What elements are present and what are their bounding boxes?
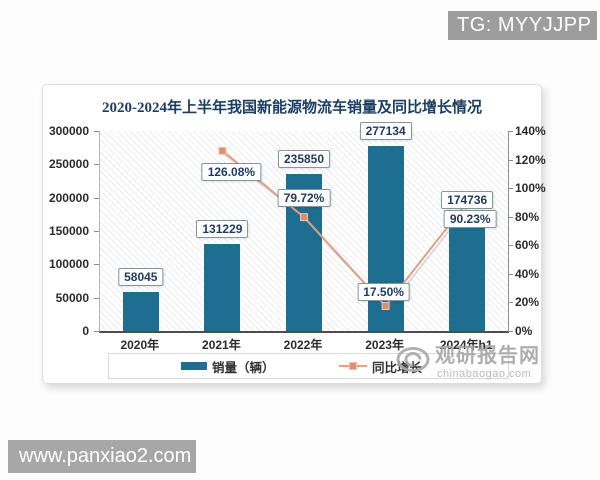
- y-axis-right-tickmark: [508, 216, 513, 218]
- y-axis-right-tickmark: [508, 302, 513, 304]
- y-axis-right-tick-label: 100%: [515, 181, 546, 196]
- y-axis-right-tick-label: 80%: [515, 209, 540, 224]
- bar-value-label: 235850: [277, 149, 331, 168]
- y-axis-right-tickmark: [508, 188, 513, 190]
- y-axis-right-tick-label: 120%: [515, 152, 546, 167]
- y-axis-right-tick-label: 40%: [515, 266, 540, 281]
- y-axis-right-tickmark: [508, 331, 513, 332]
- growth-value-label: 126.08%: [201, 163, 262, 182]
- growth-line: [221, 150, 468, 308]
- sales-bar: [122, 292, 159, 331]
- y-axis-right-tick-label: 140%: [515, 124, 546, 138]
- x-axis-labels: 2020年 2021年 2022年 2023年 2024年h1: [99, 336, 507, 354]
- y-axis-right-tickmark: [508, 273, 513, 275]
- growth-line-layer: [218, 146, 472, 311]
- sales-bar-swatch-icon: [181, 362, 207, 370]
- x-axis-label: 2024年h1: [439, 338, 493, 352]
- bar-value-label: 277134: [359, 122, 412, 141]
- growth-line-shadow: [223, 153, 470, 311]
- y-axis-left-tick-label: 150000: [48, 224, 89, 238]
- tg-contact-badge: TG: MYYJJPP: [448, 11, 597, 40]
- site-url-badge: www.panxiao2.com: [8, 440, 196, 473]
- line-marker: [381, 302, 390, 310]
- y-axis-left-tickmark: [94, 331, 99, 332]
- y-axis-left-tick-label: 300000: [48, 124, 89, 138]
- y-axis-left-tickmark: [94, 197, 99, 199]
- sales-bar: [449, 214, 486, 331]
- legend-item-sales: 销量（辆）: [181, 354, 275, 378]
- x-axis-label: 2020年: [120, 338, 160, 352]
- watermark: 观研报告网 chinabaogao.com: [396, 346, 540, 380]
- bar-value-label: 131229: [196, 219, 249, 238]
- line-marker: [300, 213, 308, 222]
- tg-contact-text: TG: MYYJJPP: [457, 14, 592, 36]
- growth-value-label: 90.23%: [443, 209, 497, 228]
- growth-line-swatch-marker: [349, 362, 357, 370]
- watermark-brand: 观研报告网: [435, 345, 540, 367]
- y-axis-right-tickmark: [508, 159, 513, 161]
- x-axis-label: 2022年: [283, 338, 323, 352]
- y-axis-left-tickmark: [94, 264, 99, 266]
- watermark-text: 观研报告网 chinabaogao.com: [435, 346, 540, 380]
- y-axis-right-tick-label: 0%: [515, 324, 533, 338]
- sales-bar: [204, 243, 241, 331]
- y-axis-left-tickmark: [94, 297, 99, 299]
- y-axis-right-tick-label: 60%: [515, 238, 540, 253]
- y-axis-left-tick-label: 200000: [48, 190, 89, 205]
- y-axis-left-tickmark: [94, 164, 99, 166]
- y-axis-right-tickmark: [508, 131, 513, 132]
- y-axis-right-tickmark: [508, 245, 513, 247]
- y-axis-right-tick-label: 20%: [515, 295, 540, 310]
- growth-line-swatch-icon: [339, 361, 367, 371]
- y-axis-left-tick-label: 100000: [48, 257, 89, 272]
- growth-value-label: 17.50%: [357, 283, 410, 301]
- chart-card: 2020-2024年上半年我国新能源物流车销量及同比增长情况 58045 1312…: [42, 84, 546, 384]
- chart-title: 2020-2024年上半年我国新能源物流车销量及同比增长情况: [102, 100, 482, 116]
- y-axis-left-tickmark: [94, 231, 99, 232]
- y-axis-left-tick-label: 50000: [55, 290, 89, 305]
- line-marker: [218, 146, 227, 155]
- plot-area: 58045 131229 235850 277134 174736 126.08% 79.7…: [99, 122, 509, 333]
- legend: 销量（辆） 同比增长: [108, 353, 509, 379]
- watermark-domain: chinabaogao.com: [437, 368, 532, 380]
- x-axis-label: 2023年: [365, 338, 404, 352]
- watermark-logo-icon: [396, 347, 430, 372]
- y-axis-left-tickmark: [94, 131, 99, 132]
- growth-value-label: 79.72%: [277, 189, 331, 208]
- x-axis-label: 2021年: [202, 338, 241, 352]
- y-axis-left-tick-label: 0: [82, 324, 89, 338]
- site-url-text: www.panxiao2.com: [19, 445, 192, 467]
- y-axis-left-tick-label: 250000: [48, 157, 89, 172]
- legend-label: 销量（辆）: [212, 360, 275, 375]
- bar-value-label: 174736: [441, 190, 494, 209]
- bar-value-label: 58045: [118, 268, 164, 287]
